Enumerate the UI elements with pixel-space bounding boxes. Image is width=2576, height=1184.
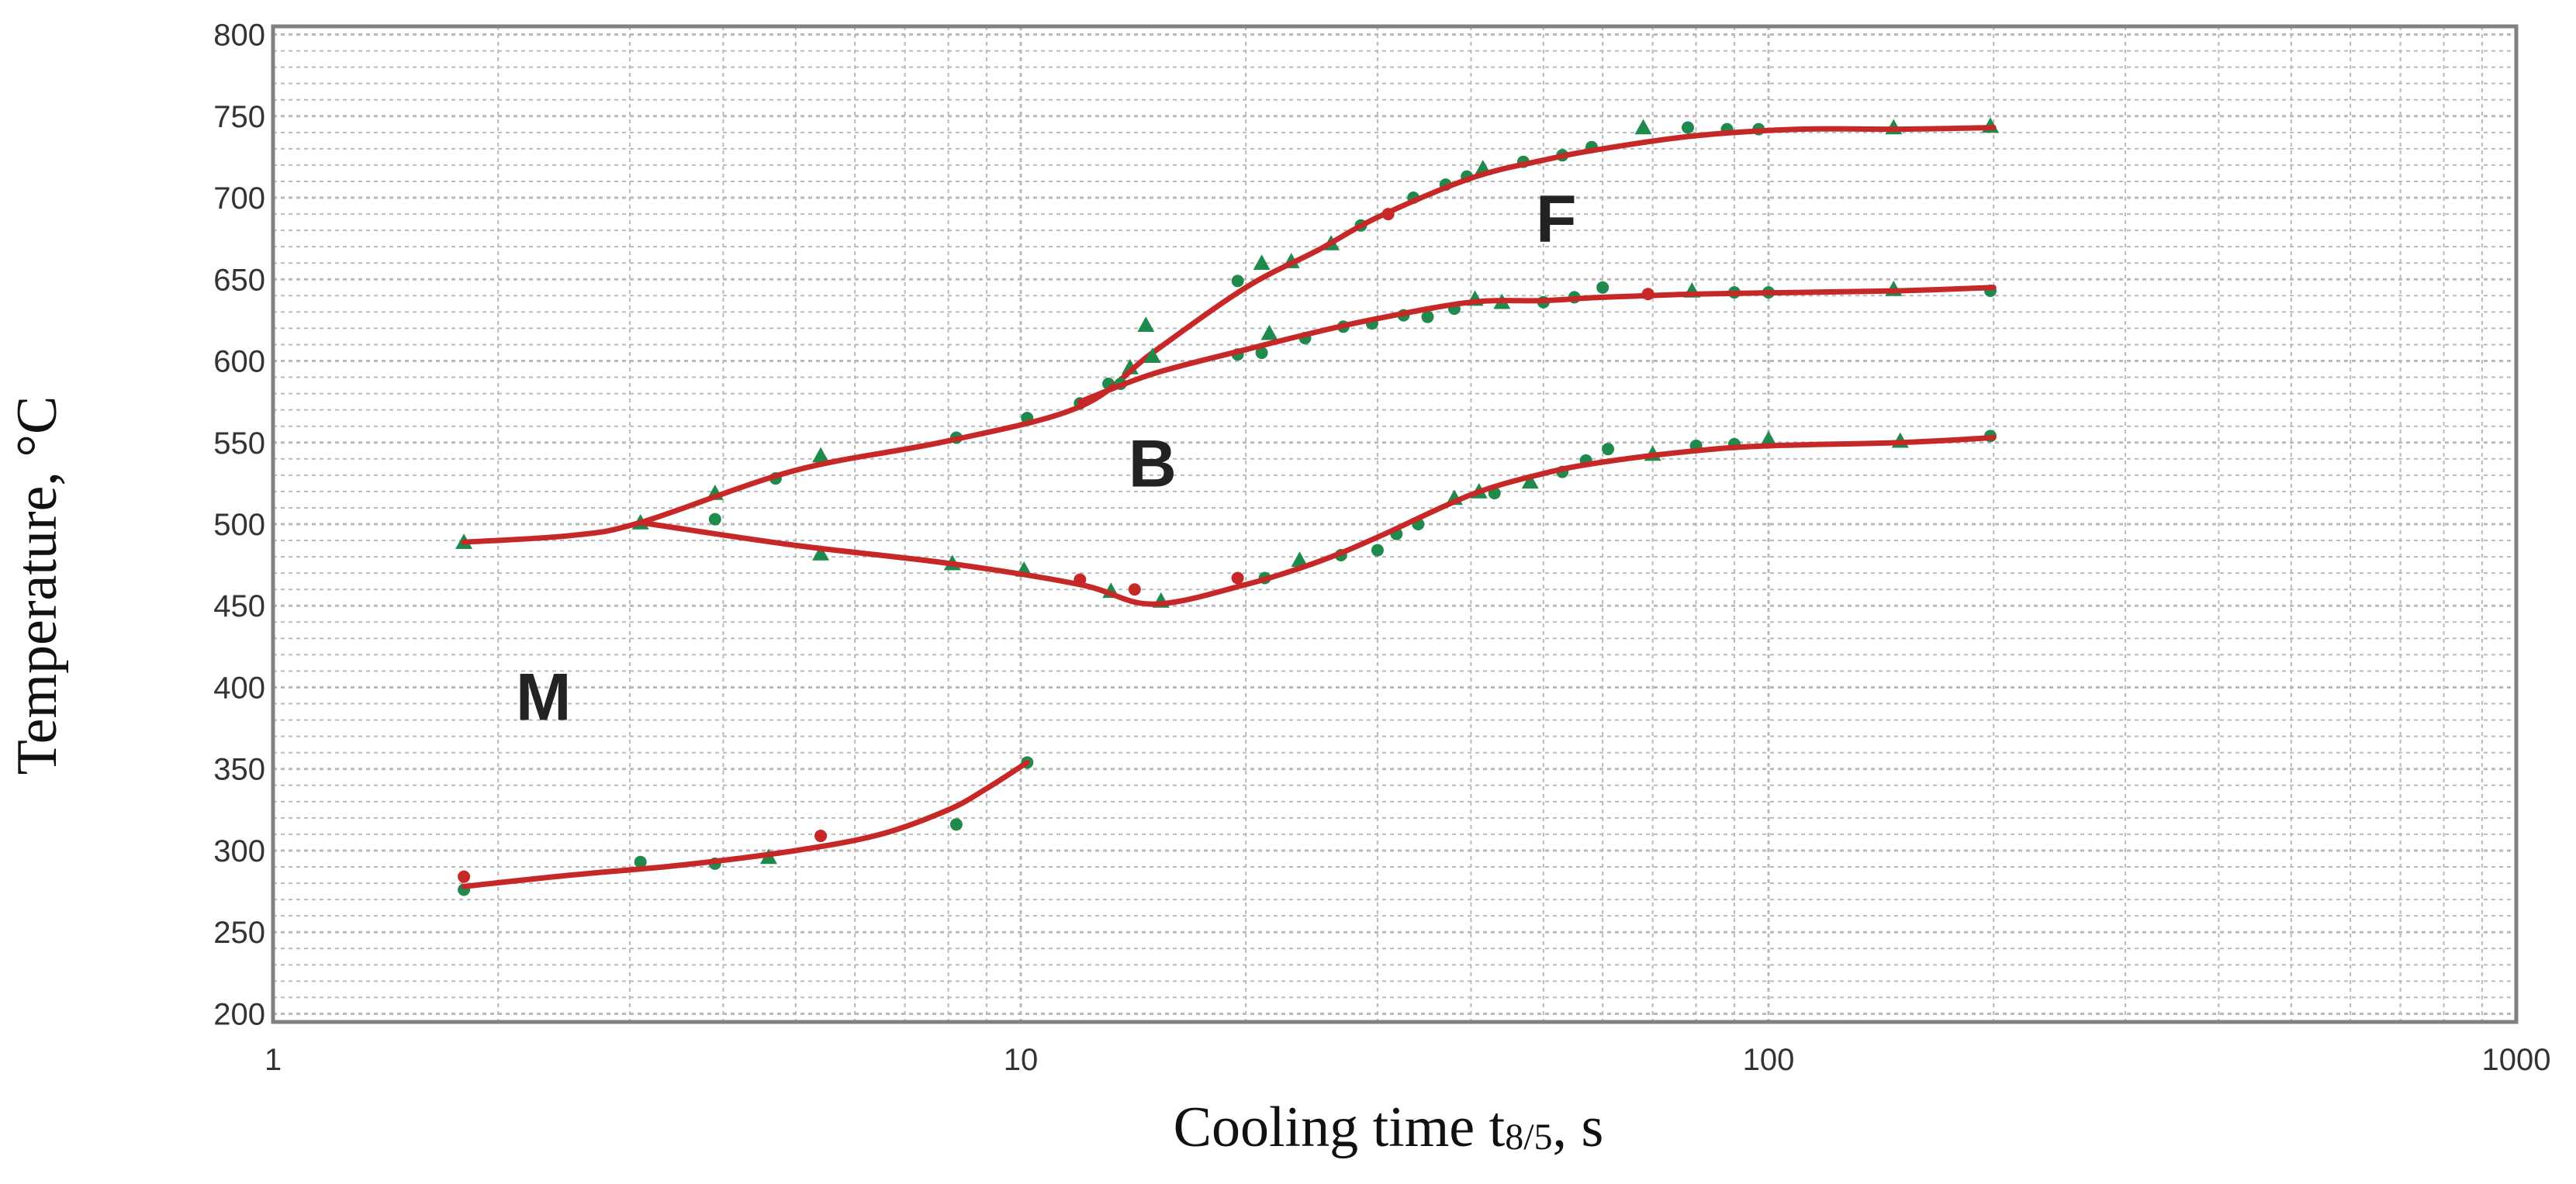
data-point-circle xyxy=(1231,274,1244,288)
x-axis-title: Cooling time t8/5, s xyxy=(1174,1096,1604,1159)
data-point-triangle xyxy=(812,447,830,463)
series-m-start xyxy=(458,756,1034,896)
data-point-circle xyxy=(814,830,828,843)
series-layer xyxy=(455,117,1999,896)
region-labels: F B M xyxy=(516,182,1577,735)
data-point-triangle xyxy=(1760,430,1777,447)
y-tick-label: 800 xyxy=(213,19,265,53)
x-axis-title-main: Cooling time t xyxy=(1174,1096,1506,1159)
y-tick-label: 200 xyxy=(213,997,265,1031)
x-axis-title-subscript: 8/5 xyxy=(1505,1117,1552,1158)
series-line xyxy=(461,759,1030,889)
y-tick-label: 450 xyxy=(213,589,265,623)
data-point-triangle xyxy=(1521,473,1539,489)
data-point-triangle xyxy=(1143,347,1161,363)
x-axis-title-suffix: , s xyxy=(1553,1096,1604,1159)
x-tick-label: 10 xyxy=(1004,1043,1039,1077)
y-tick-label: 500 xyxy=(213,508,265,542)
x-tick-label: 100 xyxy=(1743,1043,1795,1077)
data-point-circle xyxy=(1602,443,1615,456)
y-tick-label: 600 xyxy=(213,345,265,379)
data-point-triangle xyxy=(1137,316,1155,332)
data-point-circle xyxy=(708,513,721,526)
region-label-f: F xyxy=(1536,182,1577,257)
data-point-circle xyxy=(1596,281,1610,294)
data-point-circle xyxy=(1681,121,1694,134)
grid-lines xyxy=(273,26,2516,1022)
region-label-m: M xyxy=(516,661,572,735)
data-point-circle xyxy=(949,818,963,831)
data-point-circle xyxy=(1255,346,1268,359)
y-tick-label: 250 xyxy=(213,916,265,950)
data-point-circle xyxy=(634,855,647,868)
series-line xyxy=(1077,285,1997,405)
data-point-circle xyxy=(458,870,471,883)
data-point-circle xyxy=(1371,544,1384,557)
y-tick-label: 700 xyxy=(213,181,265,216)
x-tick-label: 1000 xyxy=(2482,1043,2551,1077)
y-tick-label: 750 xyxy=(213,100,265,134)
y-tick-label: 550 xyxy=(213,426,265,461)
data-point-circle xyxy=(1128,583,1141,596)
y-tick-label: 350 xyxy=(213,753,265,787)
y-tick-label: 400 xyxy=(213,671,265,705)
tick-labels: 200 250 300 350 400 450 500 550 600 650 700 750 800 1… xyxy=(213,19,2550,1077)
series-line xyxy=(461,125,1997,545)
series-b-finish xyxy=(638,430,1997,608)
data-point-circle xyxy=(1231,571,1244,585)
series-b-start-upper xyxy=(1077,280,1997,405)
region-label-b: B xyxy=(1129,427,1177,502)
data-point-circle xyxy=(1421,310,1434,323)
y-axis-title: Temperature, °C xyxy=(5,396,69,775)
data-point-triangle xyxy=(1260,324,1278,340)
y-tick-label: 300 xyxy=(213,834,265,868)
data-point-triangle xyxy=(1291,551,1309,568)
data-point-triangle xyxy=(812,544,830,561)
y-tick-label: 650 xyxy=(213,263,265,297)
data-point-triangle xyxy=(1634,119,1652,135)
data-point-triangle xyxy=(1253,254,1271,271)
plot-frame xyxy=(271,24,2519,1024)
x-tick-label: 1 xyxy=(265,1043,282,1077)
series-f-start xyxy=(455,117,1999,549)
series-line xyxy=(638,434,1997,607)
